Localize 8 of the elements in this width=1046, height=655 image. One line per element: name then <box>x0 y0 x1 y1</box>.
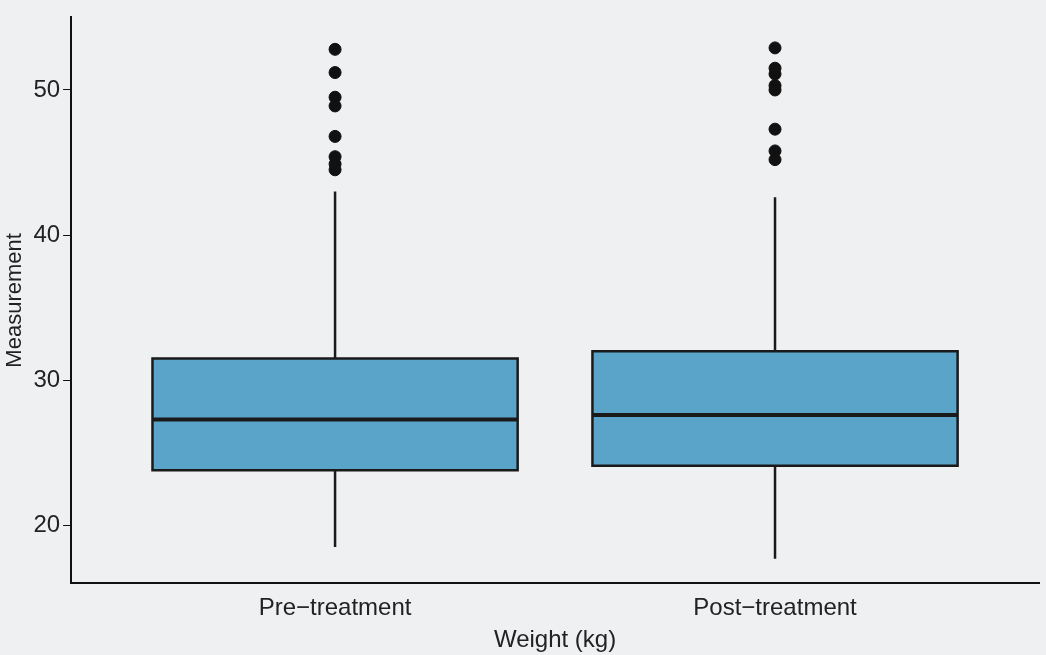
y-axis-title: Measurement <box>1 233 27 368</box>
y-tick-label: 20 <box>33 509 61 537</box>
y-tick-label: 40 <box>33 219 61 247</box>
x-tick-label: Post−treatment <box>693 593 858 621</box>
y-tick-label: 30 <box>33 364 61 392</box>
y-tick-label: 50 <box>33 74 61 102</box>
x-tick-label: Pre−treatment <box>258 593 412 621</box>
x-axis-title: Weight (kg) <box>493 625 617 653</box>
